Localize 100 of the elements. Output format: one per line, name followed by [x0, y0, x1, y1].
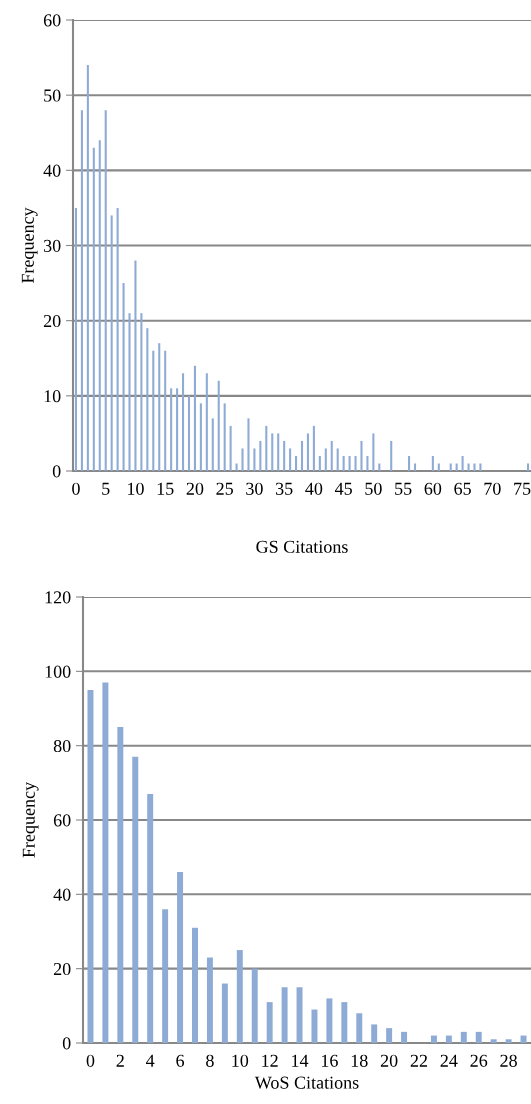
bar: [158, 343, 161, 471]
bar: [430, 1035, 437, 1043]
bar: [217, 380, 220, 471]
bar: [176, 388, 179, 471]
bar: [140, 313, 143, 471]
bar: [199, 403, 202, 471]
bar: [102, 682, 109, 1043]
bar: [520, 1035, 527, 1043]
bar: [162, 909, 169, 1043]
bar: [342, 455, 345, 471]
y-tick-label: 120: [45, 591, 71, 604]
x-tick-label: 60: [424, 482, 442, 495]
bar: [505, 1039, 512, 1043]
bar: [401, 1031, 408, 1043]
bar: [341, 1002, 348, 1043]
y-tick-label: 50: [44, 89, 61, 102]
bar: [378, 463, 381, 471]
y-tick-label: 20: [53, 962, 71, 976]
x-tick-label: 35: [275, 482, 293, 495]
bar: [431, 455, 434, 471]
bar: [386, 1028, 393, 1043]
x-tick-label: 15: [157, 482, 174, 495]
bar: [460, 1031, 467, 1043]
bar: [211, 418, 214, 471]
bar: [229, 425, 232, 471]
y-tick-label: 30: [44, 239, 61, 252]
y-tick-label: 0: [52, 465, 61, 478]
bar: [390, 440, 393, 471]
bar: [187, 395, 191, 471]
bar: [128, 313, 131, 471]
bar: [146, 328, 149, 471]
x-tick-label: 28: [500, 1054, 517, 1067]
bar: [134, 260, 137, 471]
x-tick-label: 2: [116, 1054, 124, 1067]
x-tick-label: 50: [365, 482, 382, 495]
bar: [110, 215, 113, 471]
x-tick-label: 20: [186, 482, 204, 495]
bar: [192, 927, 198, 1043]
y-tick-label: 10: [44, 390, 61, 403]
bar: [354, 455, 357, 471]
x-axis-title: GS Citations: [256, 540, 348, 553]
x-tick-label: 24: [440, 1054, 458, 1067]
x-tick-label: 4: [146, 1054, 155, 1067]
bar: [247, 418, 250, 471]
x-tick-label: 25: [216, 482, 233, 495]
bar: [461, 455, 464, 471]
bar: [326, 998, 333, 1043]
bar: [281, 987, 288, 1043]
bar: [86, 65, 89, 471]
bar: [371, 1024, 378, 1043]
bar: [80, 110, 83, 471]
bar: [182, 373, 185, 471]
bar: [223, 403, 226, 471]
bar: [241, 448, 244, 471]
x-tick-label: 30: [246, 482, 263, 495]
bar: [259, 440, 262, 471]
bar: [221, 983, 228, 1043]
y-tick-label: 40: [53, 888, 71, 901]
bar: [473, 463, 476, 471]
x-tick-label: 12: [262, 1054, 278, 1067]
bar: [98, 140, 101, 471]
bar: [147, 793, 154, 1043]
bar: [296, 987, 303, 1043]
x-axis-title: WoS Citations: [254, 1076, 359, 1089]
bar: [526, 463, 530, 471]
bar: [356, 1013, 363, 1043]
bar: [306, 433, 309, 471]
bar: [449, 463, 452, 471]
x-tick-label: 40: [305, 482, 323, 495]
x-tick-label: 55: [395, 482, 412, 495]
bar: [236, 950, 243, 1043]
y-tick-label: 0: [62, 1037, 71, 1050]
bar: [265, 425, 268, 471]
bar: [170, 388, 173, 471]
bar: [117, 727, 124, 1043]
bar: [74, 207, 78, 471]
bar: [177, 872, 184, 1043]
bar: [283, 440, 286, 471]
bar: [92, 147, 95, 471]
bar: [87, 689, 94, 1043]
bar: [372, 433, 375, 471]
bar: [122, 283, 125, 471]
bar: [445, 1035, 452, 1043]
x-tick-label: 14: [292, 1054, 309, 1067]
y-axis-title: Frequency: [21, 207, 38, 284]
x-tick-label: 8: [206, 1054, 214, 1067]
bar: [437, 463, 440, 471]
bar: [253, 448, 256, 471]
x-tick-label: 0: [72, 482, 80, 495]
y-tick-label: 80: [53, 739, 71, 753]
y-tick-label: 60: [43, 14, 61, 27]
bar: [295, 455, 298, 471]
x-tick-label: 22: [410, 1054, 428, 1067]
y-tick-label: 60: [53, 814, 71, 827]
bar: [104, 110, 107, 471]
x-tick-label: 20: [380, 1054, 398, 1067]
bar: [277, 433, 280, 471]
bar: [348, 455, 351, 471]
x-tick-label: 10: [232, 1054, 249, 1067]
bar: [455, 463, 458, 471]
